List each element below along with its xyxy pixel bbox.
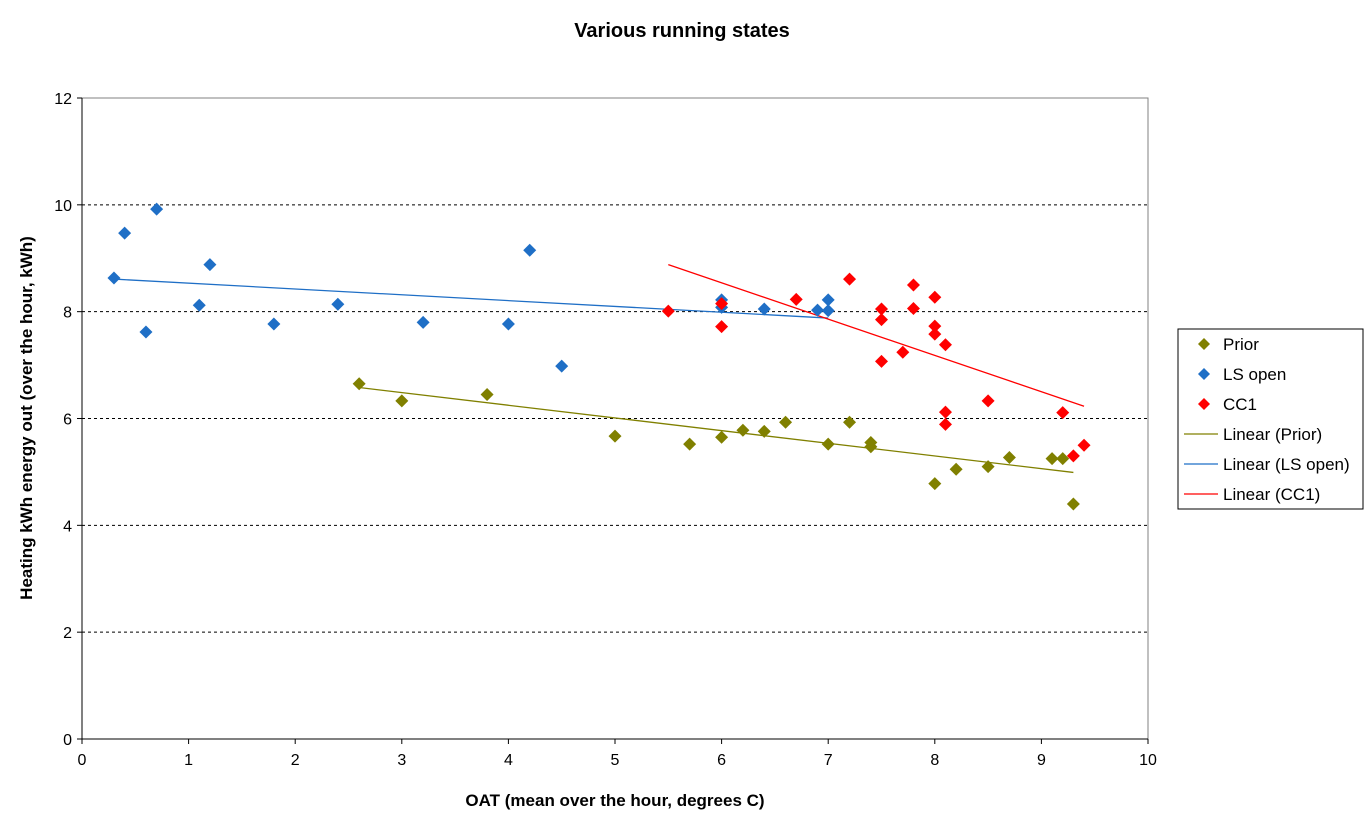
data-point (981, 460, 995, 474)
data-point (938, 417, 952, 431)
data-point (821, 437, 835, 451)
data-point (523, 243, 537, 257)
x-tick-label: 3 (397, 752, 406, 769)
x-axis-tick-labels: 0 1 2 3 4 5 6 7 8 9 10 (78, 752, 1157, 769)
legend-marker (1198, 338, 1210, 350)
data-point (192, 298, 206, 312)
data-point (928, 477, 942, 491)
y-tick-label: 10 (54, 198, 72, 215)
data-point (875, 313, 888, 327)
data-point (928, 327, 942, 341)
y-axis-title: Heating kWh energy out (over the hour, k… (17, 236, 36, 600)
data-point (1056, 452, 1070, 466)
x-axis-title: OAT (mean over the hour, degrees C) (465, 791, 764, 810)
data-point (107, 271, 121, 285)
y-axis-tick-labels: 0 2 4 6 8 10 12 (54, 91, 72, 749)
trendline (113, 278, 829, 319)
data-point (150, 202, 164, 216)
y-tick-label: 8 (63, 305, 72, 322)
legend-box (1177, 328, 1364, 510)
legend-label: Linear (Prior) (1223, 425, 1322, 444)
trendline (668, 264, 1085, 407)
legend-label: Linear (CC1) (1223, 485, 1320, 504)
data-point (480, 387, 494, 401)
data-point (1077, 438, 1091, 452)
y-tick-label: 2 (63, 625, 72, 642)
data-point (949, 462, 963, 476)
data-point (1066, 497, 1080, 511)
gridlines (82, 204, 1148, 633)
data-markers (107, 202, 1091, 511)
legend-label: LS open (1223, 365, 1286, 384)
data-point (683, 437, 697, 451)
legend-label: Linear (LS open) (1223, 455, 1350, 474)
legend-marker (1198, 398, 1210, 410)
legend: Prior LS open CC1 Linear (Prior) Linear (LS … (1177, 328, 1364, 510)
x-tick-label: 8 (930, 752, 939, 769)
data-point (1066, 449, 1080, 463)
data-point (875, 302, 888, 316)
data-point (843, 415, 857, 429)
data-point (395, 394, 409, 408)
data-point (715, 430, 729, 444)
data-point (757, 302, 771, 316)
y-tick-label: 6 (63, 412, 72, 429)
legend-label: Prior (1223, 335, 1259, 354)
data-point (843, 272, 857, 286)
y-tick-label: 0 (63, 732, 72, 749)
x-tick-label: 5 (611, 752, 620, 769)
x-tick-label: 0 (78, 752, 87, 769)
data-point (864, 440, 878, 454)
legend-marker (1198, 368, 1210, 380)
y-tick-label: 4 (63, 518, 72, 535)
data-point (203, 258, 217, 272)
data-point (118, 226, 132, 240)
y-tick-label: 12 (54, 91, 72, 108)
legend-label: CC1 (1223, 395, 1257, 414)
data-point (555, 359, 569, 373)
data-point (938, 405, 952, 419)
x-tick-label: 7 (824, 752, 833, 769)
x-tick-label: 9 (1037, 752, 1046, 769)
data-point (352, 377, 366, 391)
data-point (661, 304, 675, 318)
data-point (896, 345, 910, 359)
data-point (821, 304, 835, 318)
data-point (821, 293, 835, 307)
data-point (875, 354, 888, 368)
trendline (359, 386, 1074, 474)
data-point (928, 290, 942, 304)
data-point (501, 317, 515, 331)
x-tick-label: 2 (291, 752, 300, 769)
data-point (1002, 450, 1016, 464)
axes (77, 97, 1149, 744)
x-tick-label: 1 (184, 752, 193, 769)
data-point (906, 301, 920, 315)
data-point (928, 319, 942, 333)
data-point (331, 297, 345, 311)
data-point (779, 415, 793, 429)
data-point (938, 338, 952, 352)
x-tick-label: 6 (717, 752, 726, 769)
data-point (139, 325, 153, 339)
data-point (757, 424, 771, 438)
data-point (715, 297, 729, 311)
data-point (981, 394, 995, 408)
x-tick-label: 10 (1139, 752, 1157, 769)
data-point (811, 303, 825, 317)
x-tick-label: 4 (504, 752, 513, 769)
data-point (1045, 452, 1059, 466)
chart-title: Various running states (574, 20, 790, 42)
data-point (715, 320, 729, 334)
data-point (608, 429, 622, 443)
trendlines (113, 264, 1085, 474)
data-point (736, 423, 750, 437)
data-point (906, 278, 920, 292)
data-point (267, 317, 281, 331)
data-point (789, 292, 803, 306)
data-point (416, 315, 430, 329)
data-point (1056, 406, 1070, 420)
